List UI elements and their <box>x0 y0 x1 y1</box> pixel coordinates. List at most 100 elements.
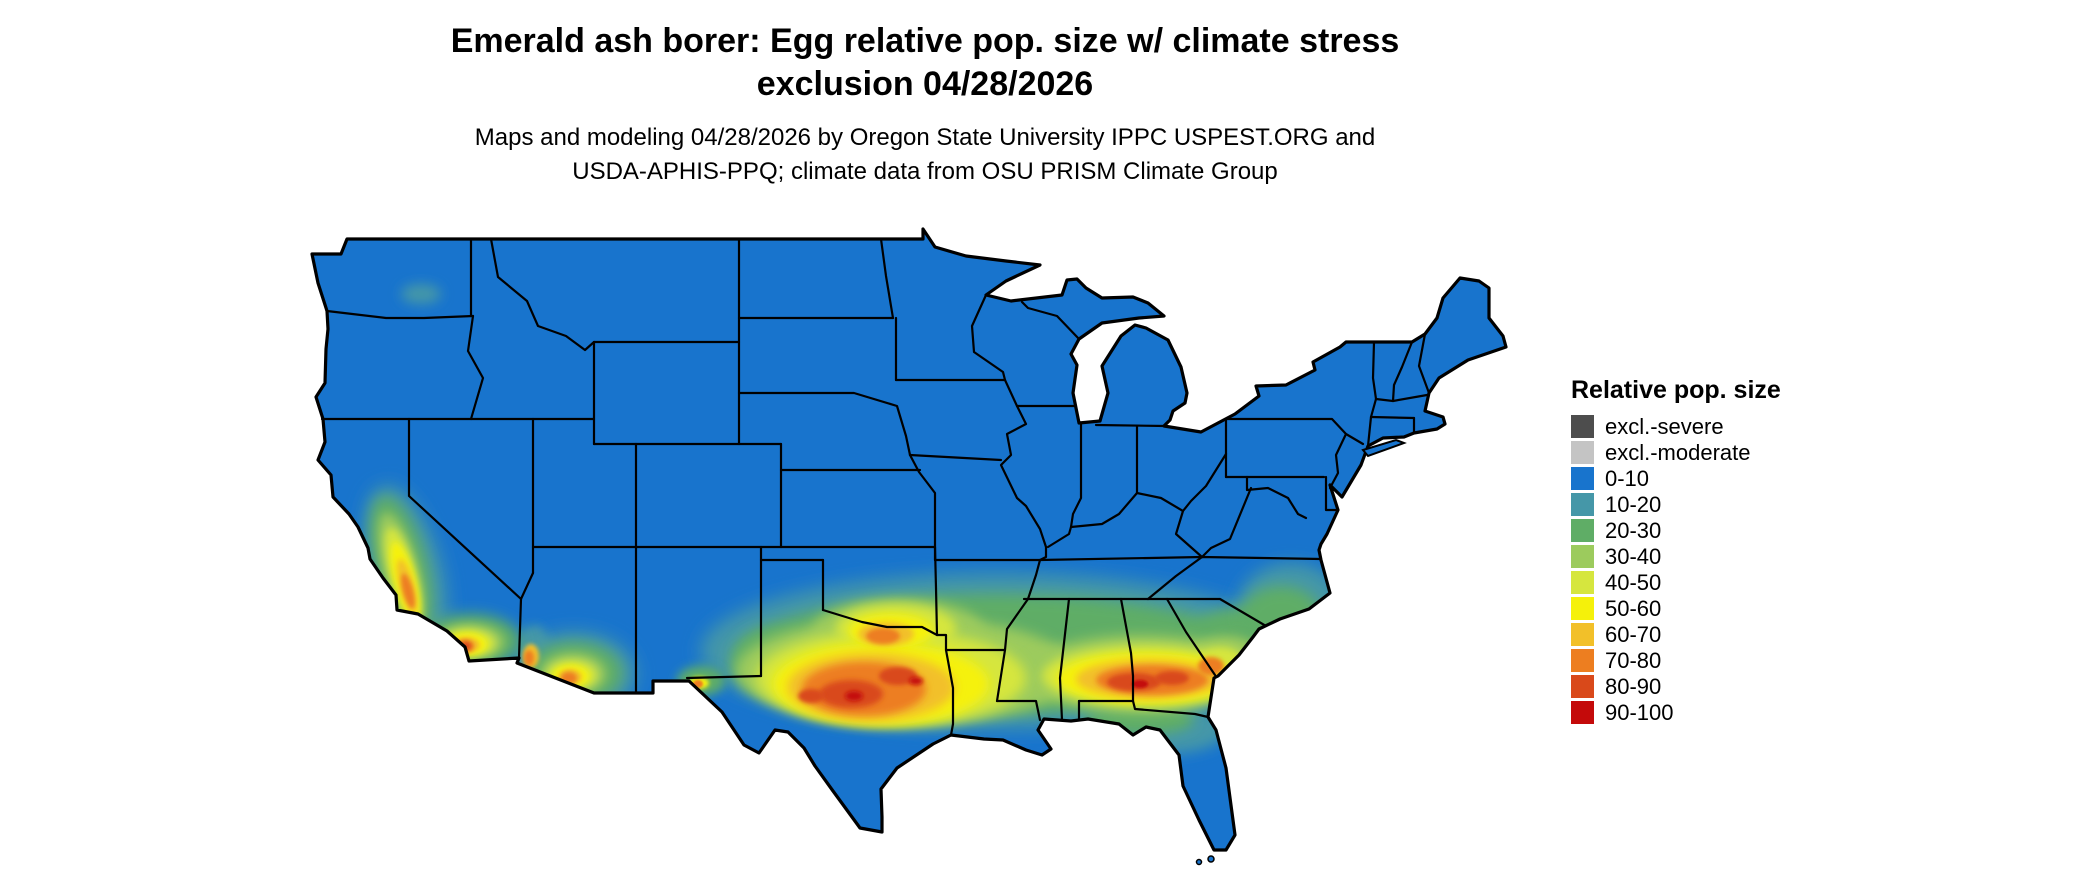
heat-blob <box>401 573 415 609</box>
florida-key-island <box>1207 855 1215 863</box>
state-border-line <box>908 453 937 562</box>
legend-item: 60-70 <box>1571 621 1781 647</box>
legend-swatch <box>1571 675 1594 698</box>
florida-key-island <box>1195 858 1203 866</box>
legend-label: 30-40 <box>1605 543 1662 569</box>
map-legend: Relative pop. size excl.-severe excl.-mod… <box>1571 376 1781 727</box>
state-border-line <box>466 314 485 421</box>
figure-header: Emerald ash borer: Egg relative pop. siz… <box>0 20 1850 188</box>
legend-label: excl.-severe <box>1605 413 1724 439</box>
state-border-line <box>1165 597 1217 677</box>
legend-swatch <box>1571 519 1594 542</box>
state-border-line <box>325 309 475 320</box>
state-border-line <box>1146 555 1204 601</box>
legend-swatch <box>1571 441 1594 464</box>
legend-swatch <box>1571 649 1594 672</box>
state-border-line <box>1174 509 1204 559</box>
heat-blob <box>454 647 462 653</box>
legend-swatch <box>1571 597 1594 620</box>
legend-item: 20-30 <box>1571 517 1781 543</box>
legend-label: 20-30 <box>1605 517 1662 543</box>
state-border-line <box>970 293 1007 382</box>
legend-swatch <box>1571 623 1594 646</box>
state-border-line <box>935 633 955 737</box>
heat-blob <box>401 284 441 304</box>
legend-swatch <box>1571 493 1594 516</box>
legend-label: 0-10 <box>1605 465 1650 491</box>
state-border-line <box>407 417 523 660</box>
figure-subtitle: Maps and modeling 04/28/2026 by Oregon S… <box>0 121 1850 188</box>
legend-swatch <box>1571 545 1594 568</box>
heat-blob <box>1198 657 1224 675</box>
legend-label: 70-80 <box>1605 647 1662 673</box>
heat-blob <box>909 677 923 685</box>
state-border-line <box>1200 486 1253 559</box>
state-border-line <box>1058 597 1071 722</box>
state-border-line <box>995 699 1042 722</box>
state-border-line <box>879 237 895 320</box>
legend-label: 50-60 <box>1605 595 1662 621</box>
legend-item: 50-60 <box>1571 595 1781 621</box>
land-base-fill <box>312 229 1506 850</box>
legend-item: 0-10 <box>1571 465 1781 491</box>
legend-label: 90-100 <box>1605 699 1674 725</box>
state-border-line <box>685 674 763 680</box>
state-border-line <box>908 453 1003 462</box>
state-border-line <box>933 545 939 637</box>
state-border-line <box>995 378 1048 703</box>
legend-items: excl.-severe excl.-moderate 0-10 10-20 20-30… <box>1571 413 1781 725</box>
state-border-line <box>1245 475 1308 520</box>
heat-blob <box>845 691 863 701</box>
map-land <box>312 229 1506 850</box>
subtitle-line-1: Maps and modeling 04/28/2026 by Oregon S… <box>474 124 1376 151</box>
state-border-line <box>1069 422 1083 529</box>
subtitle-line-2: USDA-APHIS-PPQ; climate data from OSU PR… <box>572 157 1278 185</box>
legend-item: 40-50 <box>1571 569 1781 595</box>
state-border-line <box>1391 340 1414 403</box>
legend-swatch <box>1571 571 1594 594</box>
title-line-1: Emerald ash borer: Egg relative pop. siz… <box>450 22 1400 60</box>
state-border-line <box>821 608 939 637</box>
heat-blob <box>798 689 824 703</box>
state-border-line <box>489 237 596 352</box>
heat-blob <box>524 650 534 666</box>
heat-blob <box>879 667 917 685</box>
legend-item: 30-40 <box>1571 543 1781 569</box>
map-state-borders <box>320 237 1431 737</box>
heat-blob <box>1132 680 1148 688</box>
figure-title: Emerald ash borer: Egg relative pop. siz… <box>0 20 1850 105</box>
state-border-line <box>1369 397 1378 419</box>
long-island <box>1361 438 1407 458</box>
legend-label: 60-70 <box>1605 621 1662 647</box>
state-border-line <box>737 391 912 457</box>
florida-keys <box>1195 855 1215 866</box>
legend-swatch <box>1571 701 1594 724</box>
state-border-line <box>1119 597 1135 703</box>
legend-label: excl.-moderate <box>1605 439 1751 465</box>
heat-blob <box>866 628 900 644</box>
state-border-line <box>1046 452 1228 549</box>
legend-item: 10-20 <box>1571 491 1781 517</box>
legend-title: Relative pop. size <box>1571 376 1781 404</box>
map-outline <box>310 227 1508 852</box>
state-border-line <box>1131 699 1210 719</box>
legend-item: 70-80 <box>1571 647 1781 673</box>
legend-label: 80-90 <box>1605 673 1662 699</box>
legend-swatch <box>1571 467 1594 490</box>
legend-item: excl.-severe <box>1571 413 1781 439</box>
legend-label: 10-20 <box>1605 491 1662 517</box>
heat-blob <box>1155 671 1189 685</box>
state-border-line <box>1020 300 1081 341</box>
state-border-line <box>1224 417 1365 446</box>
legend-swatch <box>1571 415 1594 438</box>
state-border-line <box>519 571 535 601</box>
state-border-line <box>1366 415 1373 448</box>
state-border-line <box>1369 415 1416 420</box>
state-border-line <box>1371 340 1378 401</box>
legend-item: 90-100 <box>1571 699 1781 725</box>
us-choropleth-map <box>310 227 1508 866</box>
title-line-2: exclusion 04/28/2026 <box>756 64 1094 103</box>
state-border-line <box>1328 432 1348 490</box>
legend-label: 40-50 <box>1605 569 1662 595</box>
